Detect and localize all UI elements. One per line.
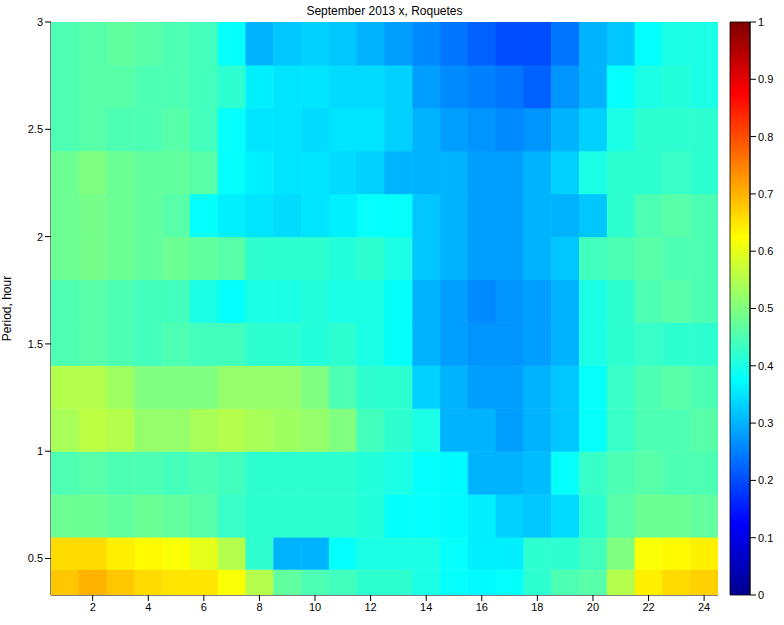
svg-text:Period, hour: Period, hour [0, 276, 14, 341]
svg-text:0.8: 0.8 [758, 131, 773, 143]
svg-text:0.5: 0.5 [28, 552, 43, 564]
svg-text:22: 22 [642, 601, 654, 613]
svg-text:8: 8 [256, 601, 262, 613]
html-text:September 2013 x, Roquetes: September 2013 x, Roquetes [306, 4, 463, 18]
svg-text:4: 4 [145, 601, 151, 613]
svg-text:0.2: 0.2 [758, 474, 773, 486]
svg-text:1: 1 [758, 16, 764, 28]
svg-text:1.5: 1.5 [28, 338, 43, 350]
svg-text:2: 2 [90, 601, 96, 613]
svg-text:0.7: 0.7 [758, 188, 773, 200]
svg-text:24: 24 [698, 601, 710, 613]
svg-text:0.4: 0.4 [758, 360, 773, 372]
svg-text:0.6: 0.6 [758, 245, 773, 257]
svg-text:18: 18 [531, 601, 543, 613]
svg-text:10: 10 [309, 601, 321, 613]
svg-text:16: 16 [476, 601, 488, 613]
svg-text:2.5: 2.5 [28, 123, 43, 135]
svg-text:0.9: 0.9 [758, 73, 773, 85]
svg-text:6: 6 [201, 601, 207, 613]
svg-text:1: 1 [37, 445, 43, 457]
svg-text:0.3: 0.3 [758, 417, 773, 429]
svg-text:0: 0 [758, 589, 764, 601]
svg-text:14: 14 [420, 601, 432, 613]
svg-text:12: 12 [364, 601, 376, 613]
svg-text:0.1: 0.1 [758, 532, 773, 544]
svg-text:3: 3 [37, 16, 43, 28]
svg-text:0.5: 0.5 [758, 302, 773, 314]
svg-text:20: 20 [587, 601, 599, 613]
svg-text:2: 2 [37, 231, 43, 243]
